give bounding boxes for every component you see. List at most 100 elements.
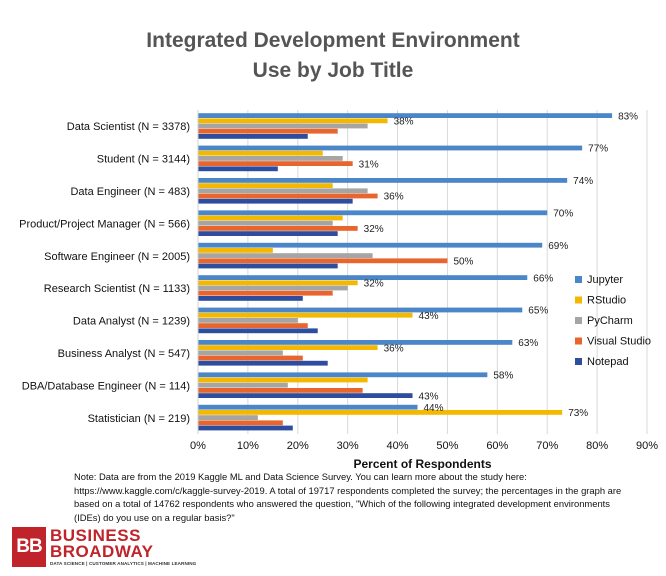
data-label: 43%	[419, 391, 439, 402]
bar	[198, 231, 338, 236]
x-tick-label: 90%	[636, 440, 658, 452]
legend-swatch	[575, 358, 582, 365]
bar	[198, 275, 528, 280]
bar	[198, 145, 583, 151]
bar	[198, 328, 318, 334]
legend-label: PyCharm	[587, 315, 633, 327]
bar	[198, 113, 613, 118]
logo-tagline: DATA SCIENCE | CUSTOMER ANALYTICS | MACH…	[50, 561, 197, 566]
bar	[198, 377, 368, 383]
legend-swatch	[575, 296, 582, 304]
x-tick-label: 0%	[190, 440, 206, 452]
bar	[198, 350, 283, 356]
x-tick-label: 80%	[586, 440, 608, 452]
category-label: Student (N = 3144)	[97, 154, 190, 166]
logo-mark: BB	[12, 527, 46, 567]
x-axis-title: Percent of Respondents	[353, 457, 491, 470]
bar	[198, 198, 353, 204]
bar	[198, 248, 273, 253]
data-label: 32%	[364, 279, 384, 290]
data-label: 50%	[453, 257, 473, 268]
bar	[198, 290, 333, 296]
x-tick-label: 20%	[287, 440, 309, 452]
data-label: 83%	[618, 111, 638, 122]
bar	[198, 188, 368, 194]
category-label: Data Scientist (N = 3378)	[67, 121, 190, 133]
bar	[198, 318, 298, 323]
data-label: 63%	[518, 338, 538, 349]
bar	[198, 360, 328, 366]
bar	[198, 355, 303, 361]
chart-title-line-1: Integrated Development Environment	[146, 29, 520, 52]
bar	[198, 128, 338, 134]
bar	[198, 183, 333, 188]
bar	[198, 382, 288, 388]
data-label: 74%	[573, 176, 593, 187]
category-label: Data Engineer (N = 483)	[70, 186, 190, 198]
legend-label: Jupyter	[587, 274, 623, 286]
data-label: 73%	[568, 408, 588, 419]
category-label: Statistician (N = 219)	[88, 413, 190, 425]
bar	[198, 166, 278, 172]
bar	[198, 215, 343, 221]
bar	[198, 253, 373, 258]
data-label: 58%	[493, 371, 513, 382]
bar	[198, 285, 348, 291]
bar	[198, 307, 523, 313]
bar	[198, 193, 378, 199]
data-label: 31%	[359, 159, 379, 170]
bar	[198, 323, 308, 328]
legend-label: Notepad	[587, 356, 629, 368]
bar	[198, 118, 388, 124]
legend-label: RStudio	[587, 295, 626, 307]
bar	[198, 258, 448, 264]
bar	[198, 312, 413, 318]
bar	[198, 410, 563, 415]
data-label: 69%	[548, 241, 568, 252]
bar-chart: 0% 10% 20% 30% 40% 50% 60% 70% 80% 90% Percent of …	[19, 110, 658, 470]
legend-swatch	[575, 337, 582, 345]
bar	[198, 280, 358, 286]
x-tick-label: 60%	[486, 440, 508, 452]
x-tick-label: 40%	[387, 440, 409, 452]
bar	[198, 420, 283, 426]
legend-label: Visual Studio	[587, 336, 651, 348]
category-label: Business Analyst (N = 547)	[58, 348, 190, 360]
business-broadway-logo: BB BUSINESS BROADWAY DATA SCIENCE | CUST…	[12, 526, 196, 567]
x-tick-label: 30%	[337, 440, 359, 452]
legend-swatch	[575, 317, 582, 324]
bar	[198, 263, 338, 269]
bar	[198, 150, 323, 156]
data-label: 70%	[553, 209, 573, 220]
category-label: DBA/Database Engineer (N = 114)	[22, 380, 190, 392]
bar	[198, 404, 418, 410]
x-tick-label: 70%	[536, 440, 558, 452]
data-label: 66%	[533, 273, 553, 284]
bar	[198, 415, 258, 420]
bar	[198, 393, 413, 398]
logo-line-1: BUSINESS	[50, 526, 141, 545]
data-label: 77%	[588, 144, 608, 155]
bar	[198, 134, 308, 139]
logo-line-2: BROADWAY	[50, 542, 154, 561]
bar	[198, 226, 358, 231]
data-label: 36%	[384, 192, 404, 203]
bar	[198, 178, 568, 183]
category-label: Product/Project Manager (N = 566)	[19, 218, 190, 230]
category-label: Research Scientist (N = 1133)	[44, 283, 190, 295]
data-label: 38%	[394, 117, 414, 128]
bar	[198, 388, 363, 393]
bar	[198, 220, 333, 226]
bar	[198, 123, 368, 129]
bar	[198, 296, 303, 301]
category-label: Data Analyst (N = 1239)	[73, 316, 190, 328]
data-label: 65%	[528, 306, 548, 317]
data-label: 44%	[424, 403, 444, 414]
bar	[198, 210, 548, 216]
bar	[198, 161, 353, 166]
chart-note: Note: Data are from the 2019 Kaggle ML a…	[74, 471, 622, 523]
bar	[198, 345, 378, 350]
data-label: 36%	[384, 343, 404, 354]
legend-swatch	[575, 276, 582, 283]
x-tick-label: 10%	[237, 440, 259, 452]
